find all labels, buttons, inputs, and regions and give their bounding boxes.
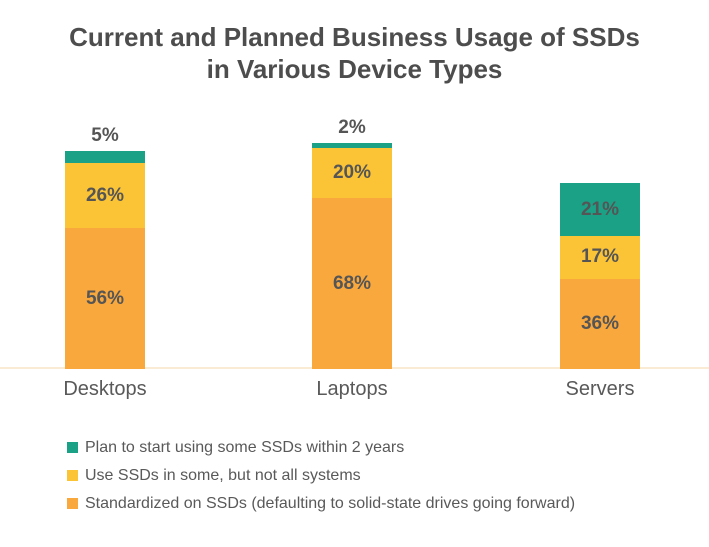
bar-servers: 36% 17% 21%	[560, 183, 640, 369]
chart-title: Current and Planned Business Usage of SS…	[0, 22, 709, 86]
category-label: Servers	[565, 378, 635, 400]
category-label: Laptops	[316, 378, 388, 400]
legend-swatch-teal-icon	[67, 442, 78, 453]
chart-title-text: Current and Planned Business Usage of SS…	[69, 22, 640, 84]
bar-segment: 36%	[560, 278, 640, 369]
bar-desktops: 56% 26% 5%	[65, 125, 145, 369]
value-label: 20%	[332, 162, 372, 184]
legend-item: Plan to start using some SSDs within 2 y…	[67, 438, 575, 457]
bar-segment: 17%	[560, 235, 640, 279]
legend-swatch-orange-icon	[67, 498, 78, 509]
bar-segment	[312, 143, 392, 149]
value-label: 56%	[85, 287, 125, 309]
bar-laptops: 68% 20% 2%	[312, 117, 392, 369]
legend-label: Standardized on SSDs (defaulting to soli…	[85, 494, 576, 512]
category-label: Desktops	[63, 378, 147, 400]
value-label: 5%	[91, 124, 119, 146]
plot-area: 56% 26% 5% 68% 20% 2% 36% 17% 21%	[0, 117, 709, 369]
legend-item: Standardized on SSDs (defaulting to soli…	[67, 494, 575, 513]
bar-segment: 56%	[65, 228, 145, 369]
value-label: 68%	[332, 272, 372, 294]
value-label: 26%	[85, 184, 125, 206]
value-label: 36%	[580, 312, 620, 334]
bar-segment: 21%	[560, 183, 640, 236]
legend: Plan to start using some SSDs within 2 y…	[67, 438, 575, 522]
bar-segment	[65, 150, 145, 164]
bar-segment: 26%	[65, 163, 145, 229]
legend-swatch-yellow-icon	[67, 470, 78, 481]
value-label: 21%	[580, 198, 620, 220]
value-label: 2%	[338, 117, 366, 139]
bar-segment: 68%	[312, 198, 392, 369]
legend-label: Plan to start using some SSDs within 2 y…	[85, 438, 405, 456]
legend-label: Use SSDs in some, but not all systems	[85, 466, 361, 484]
value-label: 17%	[580, 246, 620, 268]
legend-item: Use SSDs in some, but not all systems	[67, 466, 575, 485]
bar-segment: 20%	[312, 148, 392, 199]
